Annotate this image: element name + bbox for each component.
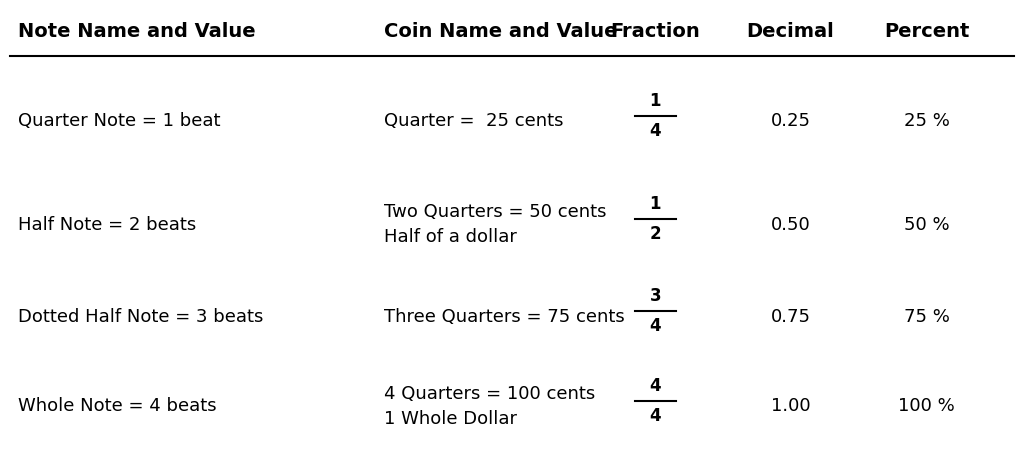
Text: Quarter =  25 cents: Quarter = 25 cents [384, 112, 563, 130]
Text: 0.25: 0.25 [770, 112, 811, 130]
Text: 1.00: 1.00 [771, 397, 810, 415]
Text: 4: 4 [649, 122, 662, 140]
Text: 4: 4 [649, 407, 662, 425]
Text: 4: 4 [649, 377, 662, 395]
Text: Note Name and Value: Note Name and Value [18, 22, 256, 41]
Text: Fraction: Fraction [610, 22, 700, 41]
Text: 4: 4 [649, 317, 662, 335]
Text: 0.75: 0.75 [770, 308, 811, 326]
Text: 50 %: 50 % [904, 216, 949, 233]
Text: Percent: Percent [884, 22, 970, 41]
Text: Half of a dollar: Half of a dollar [384, 228, 517, 246]
Text: 2: 2 [649, 225, 662, 243]
Text: 0.50: 0.50 [771, 216, 810, 233]
Text: 25 %: 25 % [904, 112, 949, 130]
Text: 4 Quarters = 100 cents: 4 Quarters = 100 cents [384, 385, 595, 403]
Text: 100 %: 100 % [898, 397, 955, 415]
Text: Whole Note = 4 beats: Whole Note = 4 beats [18, 397, 217, 415]
Text: Half Note = 2 beats: Half Note = 2 beats [18, 216, 197, 233]
Text: Decimal: Decimal [746, 22, 835, 41]
Text: 75 %: 75 % [904, 308, 949, 326]
Text: 3: 3 [649, 287, 662, 305]
Text: Coin Name and Value: Coin Name and Value [384, 22, 617, 41]
Text: Three Quarters = 75 cents: Three Quarters = 75 cents [384, 308, 625, 326]
Text: 1 Whole Dollar: 1 Whole Dollar [384, 409, 517, 428]
Text: Two Quarters = 50 cents: Two Quarters = 50 cents [384, 203, 606, 221]
Text: 1: 1 [649, 92, 662, 110]
Text: Quarter Note = 1 beat: Quarter Note = 1 beat [18, 112, 221, 130]
Text: 1: 1 [649, 195, 662, 213]
Text: Dotted Half Note = 3 beats: Dotted Half Note = 3 beats [18, 308, 264, 326]
